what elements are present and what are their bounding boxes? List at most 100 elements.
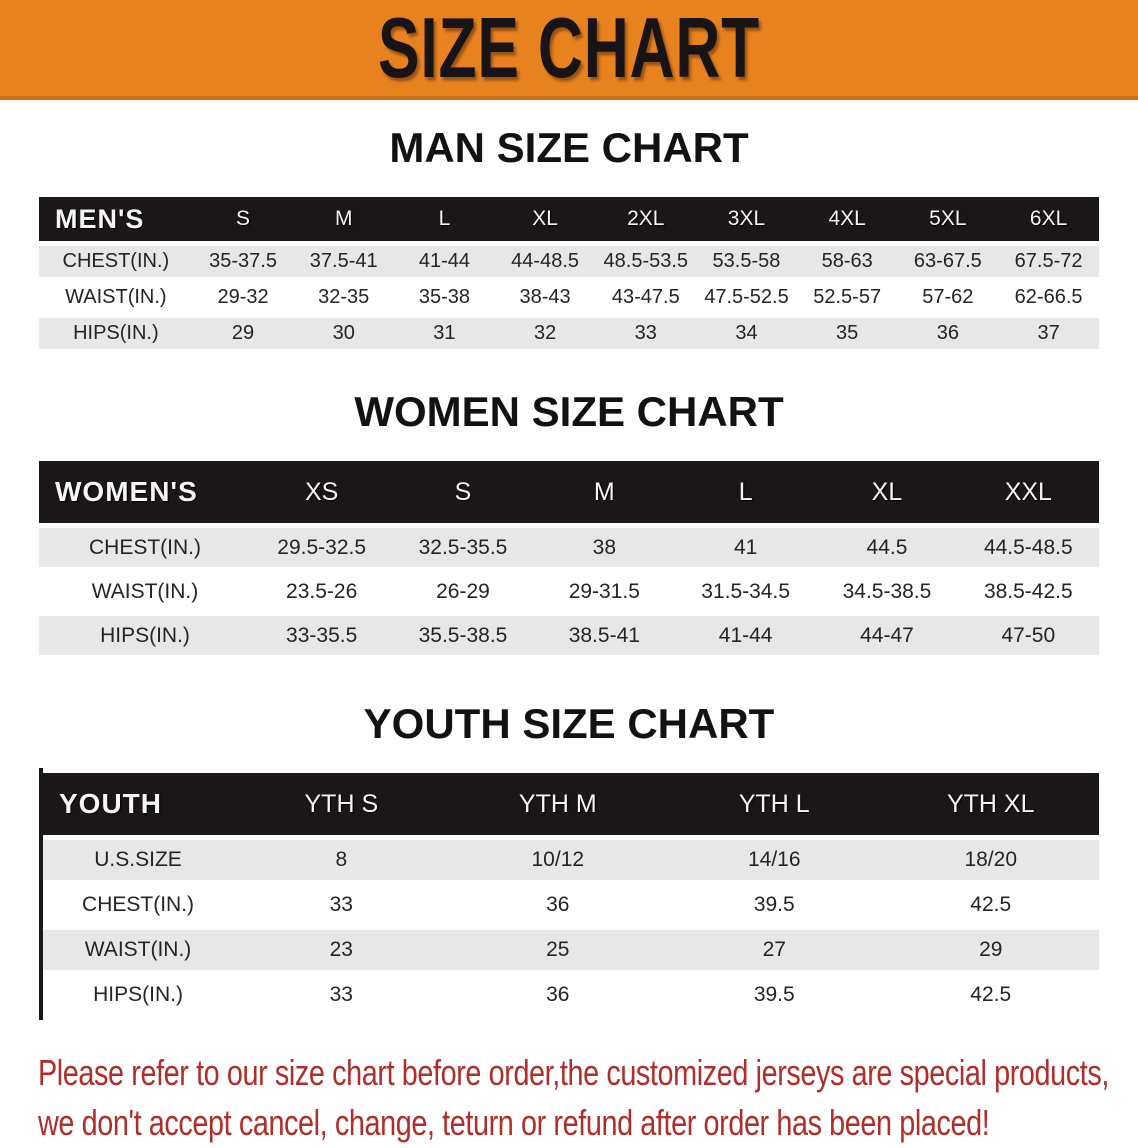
size-value: 29 [979,938,1003,961]
size-value: 25 [546,938,570,961]
size-value: 26-29 [436,579,490,603]
size-value: 29.5-32.5 [277,535,367,559]
size-value: 62-66.5 [1014,286,1083,308]
table-header-row: WOMEN'S XS S M L XL XXL [39,461,1099,523]
size-column-header: YTH XL [946,789,1035,818]
size-value: 33-35.5 [286,623,358,647]
size-column-header: M [593,477,615,506]
size-value: 32.5-35.5 [418,535,508,559]
size-column-header: M [334,207,353,230]
size-value: 31 [433,322,456,344]
size-value: 36 [936,322,959,344]
size-column-header: YTH L [738,789,810,818]
size-column-header: XL [871,477,903,506]
table-row: WAIST(IN.) 23 25 27 29 [43,930,1099,970]
table-header-row: YOUTH YTH S YTH M YTH L YTH XL [43,773,1099,835]
table-row: WAIST(IN.) 29-32 32-35 35-38 38-43 43-47.5 47.… [39,282,1099,313]
size-value: 35.5-38.5 [418,623,508,647]
row-label: HIPS(IN.) [93,983,183,1006]
table-row: CHEST(IN.) 35-37.5 37.5-41 41-44 44-48.5 48.5… [39,246,1099,277]
table-row: HIPS(IN.) 33 36 39.5 42.5 [43,975,1099,1015]
row-label: U.S.SIZE [94,848,182,871]
size-column-header: S [236,207,251,230]
size-value: 29-32 [217,286,269,308]
row-label: CHEST(IN.) [82,893,195,916]
size-value: 47-50 [1001,623,1056,647]
womens-size-table: WOMEN'S XS S M L XL XXL CHEST(IN.) 29.5-32.5 32.5… [39,456,1099,660]
size-value: 38-43 [519,286,571,308]
size-value: 36 [546,983,570,1006]
size-value: 44.5 [866,535,908,559]
size-value: 37.5-41 [309,250,378,272]
size-column-header: YTH S [304,789,379,818]
table-corner-label: YOUTH [59,788,162,819]
size-value: 29 [231,322,255,344]
table-row: CHEST(IN.) 33 36 39.5 42.5 [43,885,1099,925]
row-label: CHEST(IN.) [62,250,170,272]
size-value: 57-62 [922,286,974,308]
size-value: 38.5-42.5 [983,579,1073,603]
size-value: 42.5 [970,893,1012,916]
size-value: 43-47.5 [611,286,680,308]
disclaimer-line-1: Please refer to our size chart before or… [38,1052,1109,1093]
size-value: 33 [329,983,353,1006]
size-value: 33 [329,893,353,916]
size-column-header: 4XL [828,207,866,230]
size-value: 34.5-38.5 [842,579,932,603]
size-value: 47.5-52.5 [704,286,789,308]
youth-size-chart-title: YOUTH SIZE CHART [363,700,775,747]
size-column-header: XXL [1004,477,1052,506]
size-column-header: S [454,477,472,506]
row-label: WAIST(IN.) [84,938,192,961]
row-label: CHEST(IN.) [89,535,201,559]
size-value: 23 [329,938,353,961]
size-value: 41 [733,535,758,559]
size-column-header: YTH M [518,789,597,818]
disclaimer-line-2: we don't accept cancel, change, teturn o… [38,1102,990,1143]
size-value: 31.5-34.5 [701,579,791,603]
size-column-header: 3XL [727,207,766,230]
size-value: 38.5-41 [568,623,640,647]
size-value: 44-48.5 [511,250,580,272]
size-value: 39.5 [753,893,795,916]
size-value: 52.5-57 [813,286,882,308]
table-row: U.S.SIZE 8 10/12 14/16 18/20 [43,840,1099,880]
table-row: CHEST(IN.) 29.5-32.5 32.5-35.5 38 41 44.5 44.5… [39,528,1099,567]
size-value: 67.5-72 [1014,250,1083,272]
table-row: HIPS(IN.) 29 30 31 32 33 34 35 36 37 [39,318,1099,349]
size-value: 35-38 [418,286,470,308]
table-header-row: MEN'S S M L XL 2XL 3XL 4XL 5XL 6XL [39,197,1099,241]
size-value: 41-44 [718,623,773,647]
size-value: 42.5 [970,983,1012,1006]
size-value: 39.5 [753,983,795,1006]
row-label: HIPS(IN.) [100,623,190,647]
size-value: 63-67.5 [913,250,982,272]
size-value: 23.5-26 [286,579,358,603]
mens-size-table: MEN'S S M L XL 2XL 3XL 4XL 5XL 6XL CHEST(IN.) 35-37… [39,192,1099,354]
table-row: WAIST(IN.) 23.5-26 26-29 29-31.5 31.5-34.5 34… [39,572,1099,611]
size-value: 32-35 [318,286,370,308]
size-column-header: L [738,477,753,506]
size-column-header: L [438,207,451,230]
size-value: 41-44 [418,250,470,272]
size-value: 58-63 [821,250,873,272]
size-value: 8 [335,848,348,871]
size-value: 44.5-48.5 [983,535,1073,559]
size-value: 38 [592,535,616,559]
youth-size-table: YOUTH YTH S YTH M YTH L YTH XL U.S.SIZE 8 10/12… [39,768,1099,1020]
table-corner-label: MEN'S [55,203,145,234]
size-value: 33 [634,322,657,344]
size-column-header: XL [532,207,558,230]
size-chart-banner: SIZE CHART [0,0,1138,100]
size-column-header: 6XL [1029,207,1068,230]
women-size-chart-title: WOMEN SIZE CHART [354,388,784,435]
size-value: 37 [1037,322,1060,344]
size-value: 27 [762,938,786,961]
size-column-header: XS [304,477,339,506]
size-column-header: 2XL [627,207,665,230]
row-label: WAIST(IN.) [91,579,199,603]
size-value: 53.5-58 [712,250,781,272]
size-column-header: 5XL [929,207,967,230]
size-value: 35 [836,322,859,344]
size-value: 32 [533,322,557,344]
